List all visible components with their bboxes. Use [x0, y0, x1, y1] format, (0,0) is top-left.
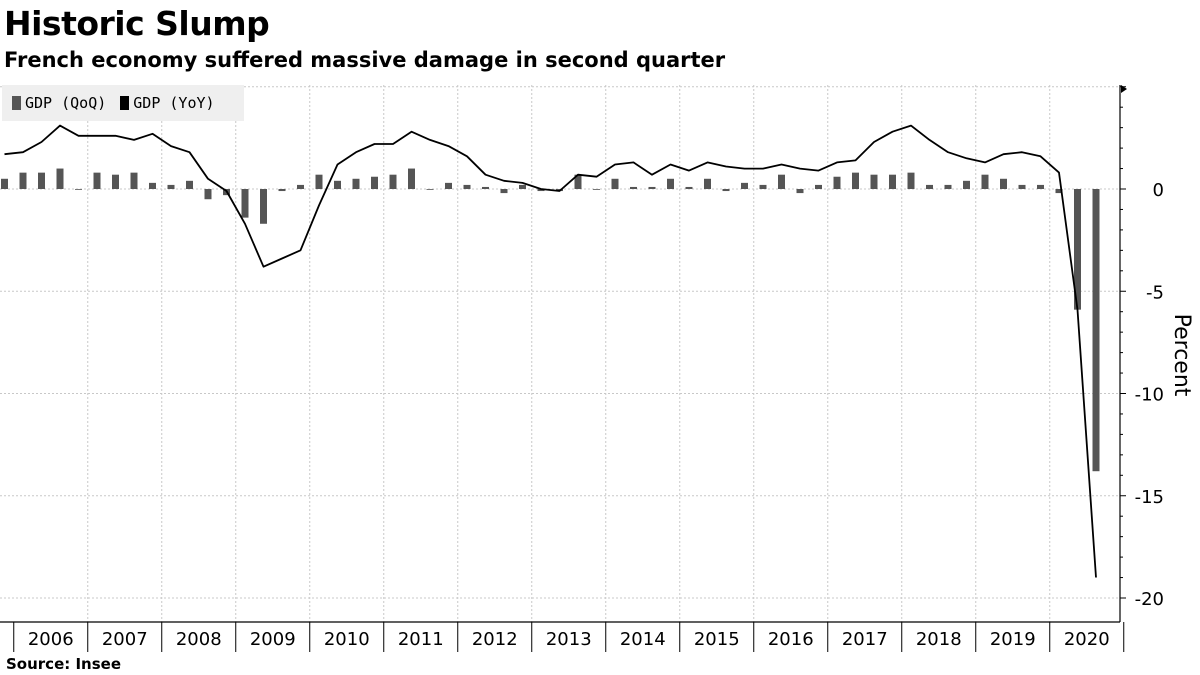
- x-tick-label: 2019: [990, 629, 1036, 650]
- qoq-bar: [833, 176, 841, 189]
- qoq-bar: [630, 186, 637, 189]
- qoq-bar: [519, 184, 526, 189]
- qoq-bar: [278, 189, 286, 192]
- qoq-bar: [685, 186, 693, 189]
- qoq-bar: [1037, 184, 1044, 189]
- qoq-bar: [852, 172, 859, 189]
- y-tick-label: -15: [1135, 487, 1164, 508]
- qoq-bar: [241, 189, 249, 218]
- qoq-bar: [130, 172, 138, 189]
- y-tick-label: -10: [1135, 385, 1164, 406]
- x-tick-label: 2016: [768, 629, 814, 650]
- qoq-bar: [593, 189, 600, 190]
- qoq-bar: [371, 176, 378, 189]
- axis-layer: 0 -5 -10 -15 -20 2006 2007 2008 2009 2010 2011 2012…: [0, 85, 1164, 652]
- qoq-bar: [167, 184, 175, 189]
- qoq-bar: [389, 174, 397, 189]
- source-note: Source: Insee: [6, 655, 122, 673]
- qoq-bar: [38, 172, 45, 189]
- qoq-bar: [19, 172, 27, 189]
- qoq-bar: [704, 178, 711, 189]
- x-tick-label: 2018: [916, 629, 962, 650]
- qoq-bar: [56, 168, 64, 189]
- legend-item-qoq: GDP (QoQ): [12, 94, 106, 112]
- qoq-bar: [926, 184, 933, 189]
- qoq-bar: [667, 178, 674, 189]
- qoq-bar: [445, 182, 452, 189]
- x-tick-label: 2007: [102, 629, 148, 650]
- qoq-bar: [963, 180, 970, 189]
- qoq-bar: [500, 189, 508, 194]
- qoq-bar: [944, 184, 952, 189]
- qoq-bar: [537, 189, 545, 192]
- qoq-bar: [204, 189, 212, 200]
- qoq-bar: [93, 172, 101, 189]
- qoq-bar: [611, 178, 619, 189]
- qoq-bar: [112, 174, 119, 189]
- qoq-bar: [408, 168, 415, 189]
- qoq-bar: [260, 189, 267, 224]
- x-tick-label: 2010: [324, 629, 370, 650]
- qoq-bar: [574, 174, 582, 189]
- qoq-bar: [482, 186, 489, 189]
- legend: GDP (QoQ) GDP (YoY): [2, 85, 244, 121]
- x-tick-label: 2008: [176, 629, 222, 650]
- qoq-bar: [981, 174, 989, 189]
- legend-swatch-qoq: [12, 96, 21, 110]
- yoy-line-series: [4, 124, 1097, 578]
- y-tick-label: 0: [1153, 180, 1164, 201]
- grid-layer: [0, 85, 1120, 622]
- y-tick-label: -20: [1135, 589, 1164, 610]
- qoq-bar: [907, 172, 915, 189]
- qoq-bar: [1000, 178, 1007, 189]
- x-tick-label: 2011: [398, 629, 444, 650]
- legend-swatch-yoy: [120, 96, 130, 110]
- legend-label-qoq: GDP (QoQ): [25, 94, 107, 112]
- y-axis-label: Percent: [1169, 314, 1194, 397]
- x-tick-label: 2013: [546, 629, 592, 650]
- chart-subtitle: French economy suffered massive damage i…: [4, 48, 726, 72]
- x-tick-label: 2015: [694, 629, 740, 650]
- qoq-bar: [75, 189, 82, 190]
- x-tick-label: 2009: [250, 629, 296, 650]
- qoq-bar: [1055, 189, 1063, 194]
- y-tick-label: -5: [1146, 282, 1164, 303]
- qoq-bar: [1074, 189, 1081, 310]
- qoq-bar: [722, 189, 730, 192]
- qoq-bar-series: [1, 168, 1100, 472]
- qoq-bar: [741, 182, 748, 189]
- qoq-bar: [149, 182, 156, 189]
- qoq-bar: [870, 174, 878, 189]
- qoq-bar: [796, 189, 804, 194]
- legend-label-yoy: GDP (YoY): [133, 94, 215, 112]
- legend-item-yoy: GDP (YoY): [120, 94, 215, 112]
- qoq-bar: [426, 189, 434, 190]
- x-tick-label: 2020: [1064, 629, 1110, 650]
- chart-title: Historic Slump: [4, 4, 270, 43]
- qoq-bar: [315, 174, 323, 189]
- y-axis-arrow: [1121, 85, 1127, 93]
- qoq-bar: [648, 186, 656, 189]
- qoq-bar: [815, 184, 822, 189]
- qoq-bar: [186, 180, 193, 189]
- x-tick-label: 2014: [620, 629, 666, 650]
- x-tick-label: 2012: [472, 629, 518, 650]
- x-tick-label: 2006: [28, 629, 74, 650]
- qoq-bar: [334, 180, 341, 189]
- qoq-bar: [1092, 189, 1100, 472]
- qoq-bar: [759, 184, 767, 189]
- qoq-bar: [297, 184, 304, 189]
- qoq-bar: [1, 178, 8, 189]
- qoq-bar: [778, 174, 785, 189]
- yoy-line: [4, 124, 1097, 578]
- qoq-bar: [352, 178, 360, 189]
- x-tick-label: 2017: [842, 629, 888, 650]
- qoq-bar: [1018, 184, 1026, 189]
- qoq-bar: [889, 174, 896, 189]
- qoq-bar: [463, 184, 471, 189]
